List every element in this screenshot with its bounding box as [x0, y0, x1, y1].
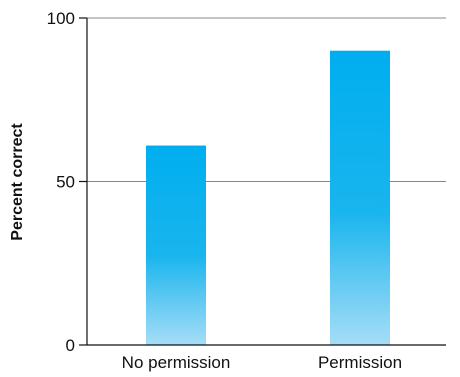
y-ticks: 0 50 100: [47, 9, 87, 355]
x-tick-label: No permission: [122, 353, 231, 372]
bar-permission: [330, 50, 390, 345]
y-tick-label: 50: [56, 173, 75, 192]
y-tick-label: 0: [66, 336, 75, 355]
y-tick-label: 100: [47, 9, 75, 28]
x-tick-label: Permission: [318, 353, 402, 372]
bars: [146, 50, 390, 345]
y-axis-label: Percent correct: [9, 123, 26, 241]
gridlines: [87, 17, 446, 182]
x-tick-labels: No permission Permission: [122, 353, 402, 372]
bar-no-permission: [146, 145, 206, 345]
